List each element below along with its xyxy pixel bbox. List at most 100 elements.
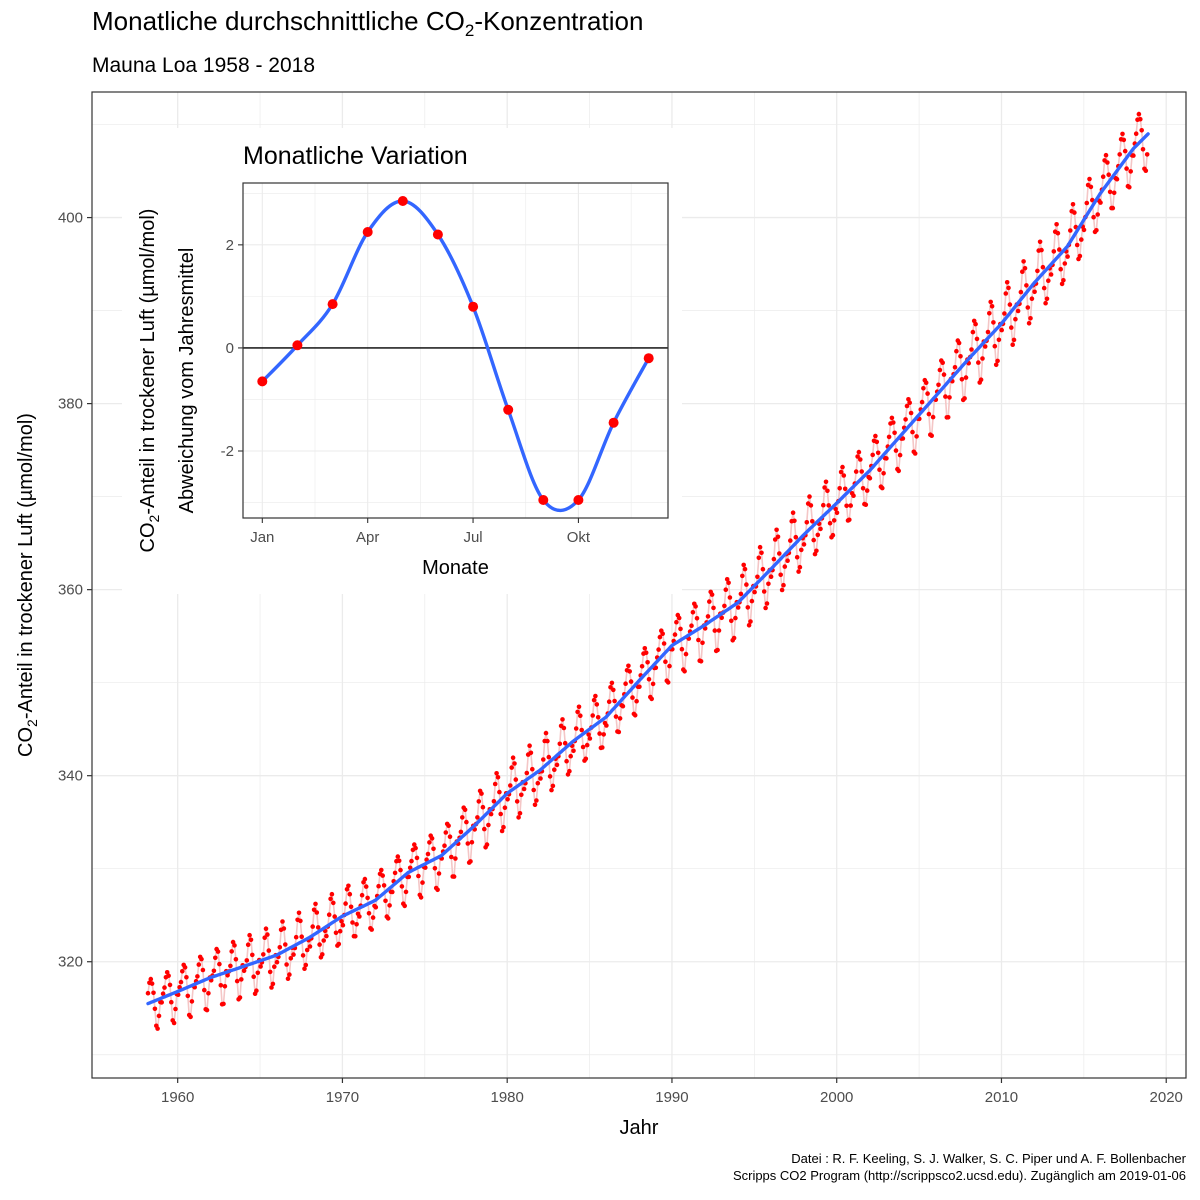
monthly-point <box>573 726 579 731</box>
monthly-point <box>606 699 612 704</box>
monthly-point <box>996 337 1002 343</box>
monthly-point <box>505 797 510 802</box>
monthly-point <box>549 787 554 793</box>
monthly-point <box>1133 131 1139 136</box>
monthly-point <box>1062 261 1068 266</box>
seasonal-point <box>432 229 443 240</box>
monthly-point <box>1084 200 1090 206</box>
monthly-point <box>512 761 517 766</box>
monthly-point <box>612 698 617 704</box>
monthly-point <box>451 874 457 879</box>
monthly-point <box>1020 269 1025 275</box>
monthly-point <box>1131 153 1136 158</box>
monthly-point <box>811 537 816 543</box>
monthly-point <box>620 703 626 709</box>
monthly-point <box>748 619 753 624</box>
monthly-point <box>303 962 309 968</box>
monthly-point <box>244 958 250 963</box>
monthly-point <box>248 937 254 943</box>
monthly-point <box>513 777 519 782</box>
monthly-point <box>329 891 335 897</box>
monthly-point <box>925 391 930 396</box>
monthly-point <box>1048 272 1054 277</box>
monthly-point <box>534 798 539 803</box>
monthly-point <box>1128 169 1133 174</box>
monthly-point <box>707 599 712 604</box>
monthly-point <box>412 842 417 847</box>
monthly-point <box>731 635 737 641</box>
monthly-point <box>343 901 348 906</box>
monthly-point <box>609 680 615 686</box>
monthly-point <box>178 979 184 985</box>
monthly-point <box>991 320 996 325</box>
monthly-point <box>491 799 497 804</box>
x-tick-label: 1960 <box>161 1089 194 1106</box>
monthly-point <box>383 898 388 904</box>
monthly-point <box>719 615 724 621</box>
monthly-point <box>403 889 409 895</box>
monthly-point <box>482 826 487 832</box>
monthly-point <box>392 870 398 876</box>
monthly-point <box>1058 266 1063 272</box>
monthly-point <box>498 811 504 817</box>
monthly-point <box>738 591 744 597</box>
monthly-point <box>744 582 749 587</box>
monthly-point <box>1103 152 1109 158</box>
inset-y-tick-label: -2 <box>221 443 234 460</box>
monthly-point <box>554 762 560 768</box>
monthly-point <box>148 976 154 982</box>
monthly-point <box>999 327 1004 333</box>
monthly-point <box>221 1001 226 1007</box>
monthly-point <box>1002 311 1007 316</box>
monthly-point <box>860 486 866 491</box>
monthly-point <box>919 399 925 405</box>
monthly-point <box>206 991 211 996</box>
monthly-point <box>583 756 589 762</box>
monthly-point <box>663 659 668 664</box>
monthly-point <box>1015 308 1021 314</box>
monthly-point <box>288 956 294 961</box>
monthly-point <box>200 967 206 973</box>
monthly-point <box>792 518 797 524</box>
monthly-point <box>1004 280 1010 285</box>
monthly-point <box>443 830 449 835</box>
monthly-point <box>891 420 896 425</box>
monthly-point <box>1009 325 1014 330</box>
monthly-point <box>858 457 863 462</box>
monthly-point <box>552 767 557 772</box>
seasonal-point <box>292 340 303 351</box>
monthly-point <box>827 520 833 526</box>
monthly-point <box>413 845 418 851</box>
monthly-point <box>1077 253 1083 259</box>
monthly-point <box>1055 230 1061 236</box>
monthly-point <box>611 687 616 693</box>
monthly-point <box>646 677 652 682</box>
monthly-point <box>272 964 277 969</box>
monthly-point <box>486 822 491 828</box>
monthly-point <box>757 544 763 550</box>
monthly-point <box>781 582 786 588</box>
monthly-point <box>1122 148 1128 154</box>
monthly-point <box>365 895 370 901</box>
monthly-point <box>985 329 991 335</box>
monthly-point <box>1144 152 1150 157</box>
monthly-point <box>683 651 689 657</box>
x-tick-label: 2000 <box>820 1089 853 1106</box>
monthly-point <box>287 972 292 977</box>
monthly-point <box>568 753 573 759</box>
monthly-point <box>678 626 683 632</box>
monthly-point <box>339 919 344 924</box>
monthly-point <box>956 340 962 346</box>
monthly-point <box>262 935 268 940</box>
monthly-point <box>642 646 648 651</box>
monthly-point <box>749 598 755 604</box>
monthly-point <box>402 903 408 909</box>
monthly-point <box>530 766 535 772</box>
monthly-point <box>594 702 600 707</box>
monthly-point <box>793 534 799 540</box>
monthly-point <box>604 723 609 728</box>
monthly-point <box>822 485 827 490</box>
monthly-point <box>320 952 325 957</box>
monthly-point <box>993 362 999 368</box>
